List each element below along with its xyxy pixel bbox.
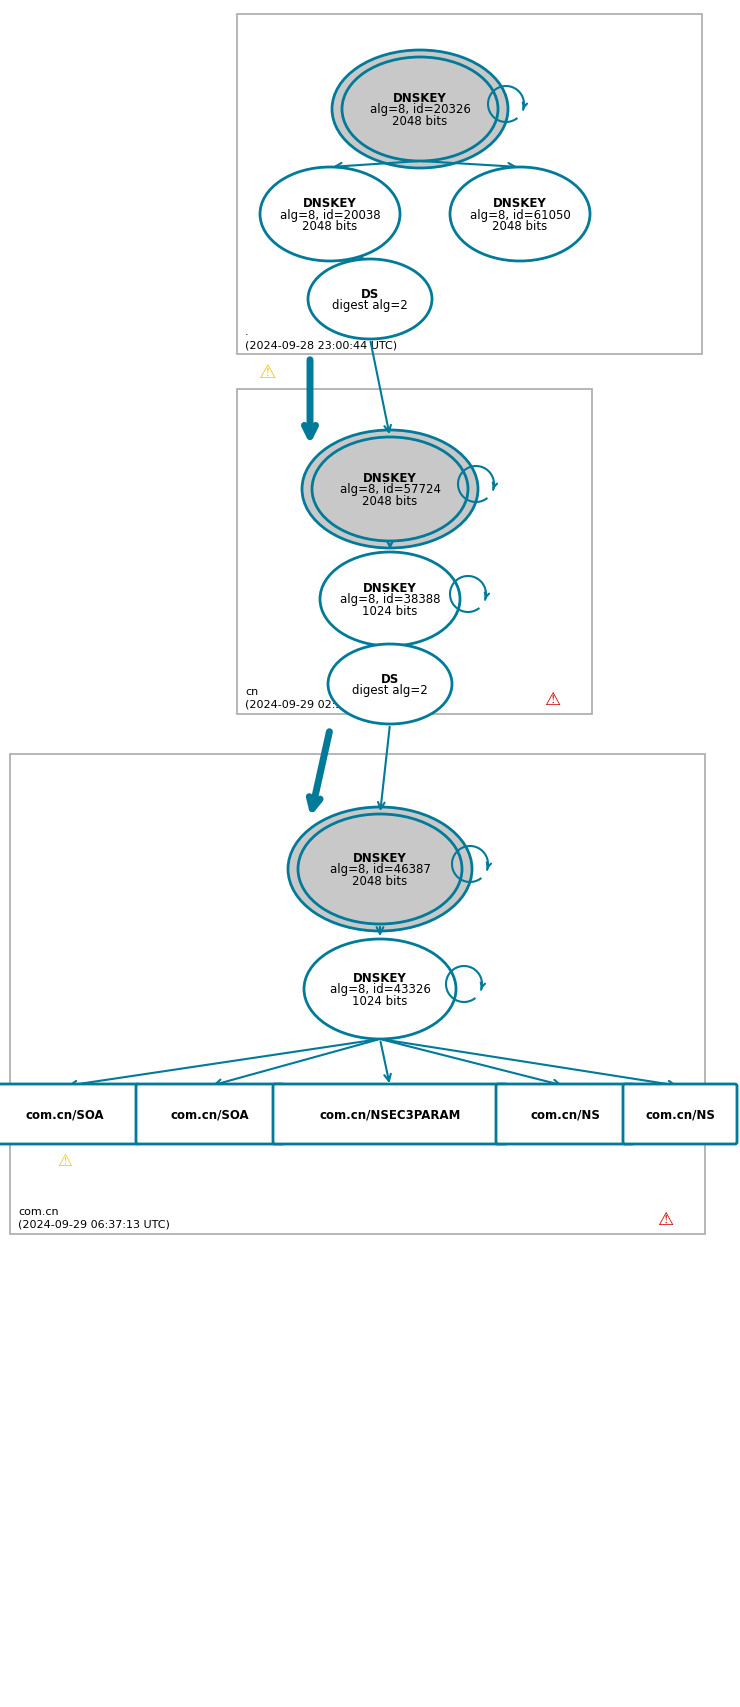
Text: 2048 bits: 2048 bits [492, 220, 548, 232]
Ellipse shape [304, 939, 456, 1040]
Ellipse shape [342, 58, 498, 162]
Text: DNSKEY: DNSKEY [493, 198, 547, 210]
Ellipse shape [298, 814, 462, 925]
Text: com.cn/SOA: com.cn/SOA [26, 1108, 104, 1121]
Text: com.cn/NS: com.cn/NS [530, 1108, 600, 1121]
Text: DNSKEY: DNSKEY [353, 971, 407, 985]
Text: 2048 bits: 2048 bits [363, 495, 417, 507]
Ellipse shape [332, 51, 508, 169]
Text: alg=8, id=61050: alg=8, id=61050 [470, 208, 571, 222]
Text: ⚠: ⚠ [657, 1210, 673, 1229]
Ellipse shape [450, 167, 590, 261]
Text: alg=8, id=43326: alg=8, id=43326 [329, 983, 431, 995]
Bar [237, 15, 702, 355]
Text: 1024 bits: 1024 bits [352, 993, 408, 1007]
Text: 1024 bits: 1024 bits [363, 604, 417, 618]
FancyBboxPatch shape [0, 1084, 139, 1144]
Text: cn: cn [245, 686, 258, 696]
Text: alg=8, id=20326: alg=8, id=20326 [369, 104, 471, 116]
Text: DNSKEY: DNSKEY [353, 852, 407, 865]
Ellipse shape [302, 430, 478, 548]
Text: ⚠: ⚠ [544, 691, 560, 708]
Text: DS: DS [381, 673, 399, 686]
Text: .: . [245, 326, 249, 336]
Text: com.cn: com.cn [18, 1207, 58, 1217]
FancyBboxPatch shape [623, 1084, 737, 1144]
Text: com.cn/NSEC3PARAM: com.cn/NSEC3PARAM [320, 1108, 461, 1121]
Text: DNSKEY: DNSKEY [363, 473, 417, 485]
Text: (2024-09-28 23:00:44 UTC): (2024-09-28 23:00:44 UTC) [245, 340, 397, 350]
Ellipse shape [308, 259, 432, 340]
FancyBboxPatch shape [273, 1084, 507, 1144]
Text: 2048 bits: 2048 bits [303, 220, 357, 232]
Text: digest alg=2: digest alg=2 [332, 299, 408, 312]
Ellipse shape [288, 807, 472, 932]
Bar [10, 754, 705, 1234]
Text: (2024-09-29 02:56:23 UTC): (2024-09-29 02:56:23 UTC) [245, 700, 397, 710]
Ellipse shape [320, 553, 460, 647]
Text: DS: DS [361, 288, 379, 300]
Text: DNSKEY: DNSKEY [303, 198, 357, 210]
FancyBboxPatch shape [496, 1084, 634, 1144]
Text: alg=8, id=57724: alg=8, id=57724 [340, 483, 440, 497]
Ellipse shape [328, 645, 452, 724]
Text: alg=8, id=38388: alg=8, id=38388 [340, 592, 440, 606]
Text: ⚠: ⚠ [259, 362, 277, 381]
Bar [237, 389, 592, 715]
Text: 2048 bits: 2048 bits [392, 114, 448, 128]
Text: (2024-09-29 06:37:13 UTC): (2024-09-29 06:37:13 UTC) [18, 1219, 170, 1229]
FancyBboxPatch shape [136, 1084, 284, 1144]
Text: com.cn/SOA: com.cn/SOA [171, 1108, 249, 1121]
Text: com.cn/NS: com.cn/NS [645, 1108, 715, 1121]
Ellipse shape [260, 167, 400, 261]
Text: 2048 bits: 2048 bits [352, 874, 408, 888]
Text: DNSKEY: DNSKEY [363, 582, 417, 596]
Ellipse shape [312, 437, 468, 541]
Text: DNSKEY: DNSKEY [393, 92, 447, 106]
Text: digest alg=2: digest alg=2 [352, 683, 428, 696]
Text: alg=8, id=46387: alg=8, id=46387 [329, 864, 431, 876]
Text: alg=8, id=20038: alg=8, id=20038 [280, 208, 380, 222]
Text: ⚠: ⚠ [58, 1151, 73, 1169]
